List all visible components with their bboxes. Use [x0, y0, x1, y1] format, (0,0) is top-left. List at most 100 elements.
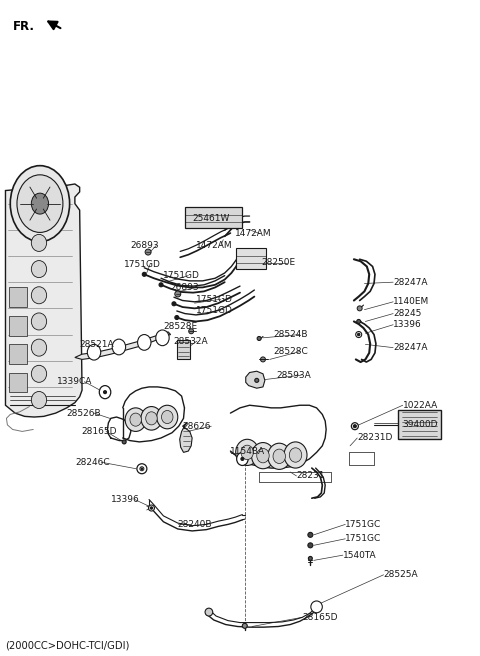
Ellipse shape: [268, 443, 291, 470]
Text: 28231: 28231: [297, 472, 325, 480]
Circle shape: [122, 440, 126, 444]
Text: 1339CA: 1339CA: [57, 377, 93, 386]
Polygon shape: [246, 371, 265, 388]
Circle shape: [353, 424, 356, 428]
Ellipse shape: [273, 449, 286, 464]
Ellipse shape: [252, 443, 275, 469]
Text: 28246C: 28246C: [75, 458, 109, 466]
Circle shape: [356, 331, 362, 338]
Circle shape: [141, 468, 143, 470]
Text: 26893: 26893: [130, 241, 158, 250]
Polygon shape: [75, 332, 170, 359]
Circle shape: [175, 316, 179, 319]
Text: 28524B: 28524B: [274, 330, 308, 339]
Text: 1540TA: 1540TA: [343, 550, 376, 560]
Text: 1751GC: 1751GC: [345, 520, 382, 529]
Text: 28528C: 28528C: [274, 347, 308, 356]
Ellipse shape: [31, 339, 47, 356]
Text: 28593A: 28593A: [276, 371, 311, 380]
Text: 1751GD: 1751GD: [163, 271, 200, 280]
Text: 28231D: 28231D: [357, 434, 393, 443]
Text: 28240B: 28240B: [178, 520, 212, 529]
Circle shape: [358, 333, 360, 336]
Ellipse shape: [257, 449, 269, 463]
Polygon shape: [9, 373, 27, 392]
Circle shape: [255, 379, 259, 382]
Text: 28165D: 28165D: [81, 427, 117, 436]
Ellipse shape: [10, 166, 70, 241]
Ellipse shape: [141, 407, 162, 430]
Polygon shape: [9, 287, 27, 307]
Text: 1022AA: 1022AA: [403, 401, 438, 410]
Circle shape: [159, 283, 163, 287]
Ellipse shape: [87, 344, 101, 360]
Circle shape: [261, 357, 265, 362]
Text: 28247A: 28247A: [393, 343, 428, 352]
Circle shape: [189, 329, 193, 334]
Text: 1154BA: 1154BA: [230, 447, 265, 455]
Text: 26893: 26893: [170, 283, 199, 292]
Text: 1751GD: 1751GD: [196, 295, 233, 304]
Text: 28245: 28245: [393, 309, 421, 318]
Polygon shape: [5, 184, 82, 417]
Circle shape: [308, 533, 313, 537]
Circle shape: [142, 272, 146, 276]
Circle shape: [175, 291, 181, 297]
Text: 28247A: 28247A: [393, 277, 428, 287]
Text: 13396: 13396: [111, 495, 140, 504]
Ellipse shape: [138, 335, 151, 350]
Circle shape: [357, 319, 360, 323]
Ellipse shape: [146, 412, 157, 425]
Ellipse shape: [161, 411, 173, 424]
Polygon shape: [9, 344, 27, 364]
Ellipse shape: [17, 174, 63, 232]
Text: 28532A: 28532A: [173, 337, 208, 346]
Text: 28528E: 28528E: [163, 322, 198, 331]
Text: 39400D: 39400D: [403, 420, 438, 429]
Text: (2000CC>DOHC-TCI/GDI): (2000CC>DOHC-TCI/GDI): [5, 641, 130, 651]
Circle shape: [145, 249, 151, 255]
Circle shape: [172, 302, 176, 306]
Polygon shape: [236, 248, 266, 269]
Text: 1472AM: 1472AM: [235, 229, 272, 238]
Text: 13396: 13396: [393, 320, 422, 329]
Ellipse shape: [31, 313, 47, 330]
Ellipse shape: [205, 608, 213, 616]
Ellipse shape: [31, 234, 47, 251]
Circle shape: [308, 543, 313, 548]
Ellipse shape: [31, 193, 48, 214]
Ellipse shape: [112, 339, 126, 355]
Ellipse shape: [284, 442, 307, 468]
Ellipse shape: [31, 260, 47, 277]
Text: 28525A: 28525A: [384, 570, 418, 579]
Polygon shape: [398, 410, 441, 440]
Circle shape: [357, 306, 362, 311]
Ellipse shape: [156, 330, 169, 346]
Ellipse shape: [99, 386, 111, 399]
Text: 1751GC: 1751GC: [345, 534, 382, 543]
Circle shape: [241, 457, 244, 461]
Polygon shape: [185, 207, 242, 228]
Polygon shape: [180, 422, 192, 453]
Text: 1751GD: 1751GD: [196, 306, 233, 315]
Ellipse shape: [157, 405, 178, 429]
Circle shape: [308, 556, 312, 560]
Ellipse shape: [289, 448, 302, 462]
Circle shape: [150, 507, 153, 509]
Ellipse shape: [311, 601, 323, 613]
Text: 1472AM: 1472AM: [196, 241, 233, 250]
Text: 28521A: 28521A: [80, 340, 114, 349]
Circle shape: [242, 623, 247, 628]
Circle shape: [257, 337, 261, 340]
Polygon shape: [9, 316, 27, 336]
Ellipse shape: [237, 453, 248, 466]
Ellipse shape: [31, 365, 47, 382]
Ellipse shape: [125, 408, 146, 432]
Text: 28526B: 28526B: [67, 409, 101, 418]
Circle shape: [148, 505, 155, 511]
Text: 28626: 28626: [182, 422, 211, 431]
Text: 1140EM: 1140EM: [393, 297, 430, 306]
Text: 1751GD: 1751GD: [124, 260, 161, 269]
Text: 25461W: 25461W: [192, 213, 229, 222]
Ellipse shape: [130, 413, 142, 426]
